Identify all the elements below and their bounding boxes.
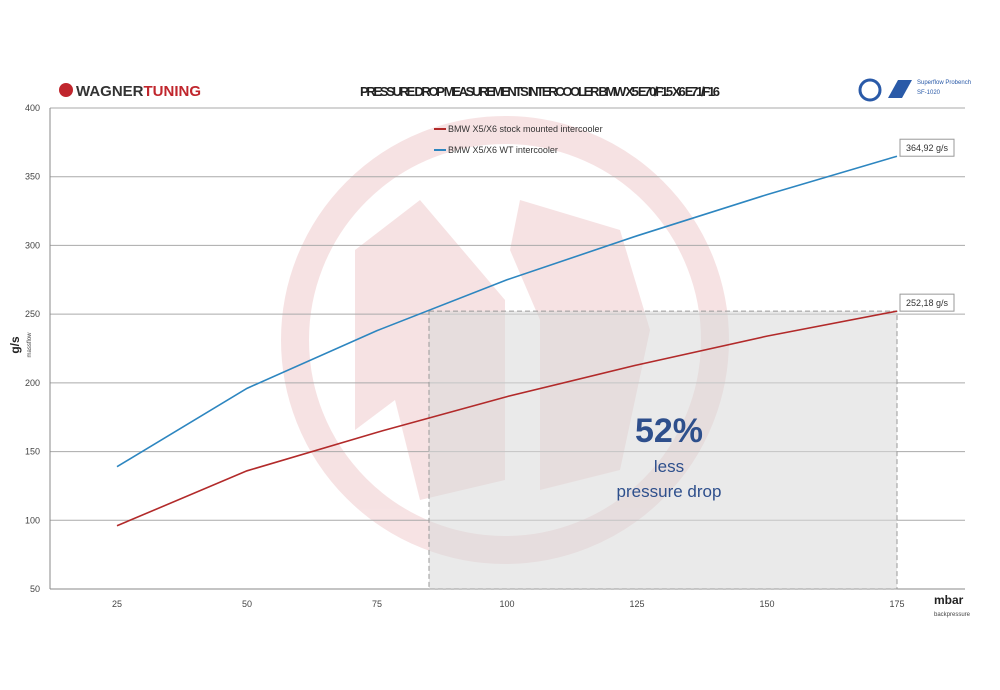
legend: BMW X5/X6 stock mounted intercooler BMW … bbox=[434, 124, 603, 155]
annotation-line2: pressure drop bbox=[617, 482, 722, 501]
brand-left: WAGNER bbox=[76, 83, 144, 100]
legend-label-wt: BMW X5/X6 WT intercooler bbox=[448, 145, 558, 155]
highlight-box bbox=[428, 310, 898, 590]
x-tick-label: 175 bbox=[889, 599, 904, 609]
x-tick-label: 100 bbox=[499, 599, 514, 609]
x-tick-label: 25 bbox=[112, 599, 122, 609]
y-tick-label: 100 bbox=[25, 515, 40, 525]
y-axis-label: g/s bbox=[8, 336, 22, 354]
superflow-logo-icon bbox=[888, 80, 912, 98]
x-tick-label: 150 bbox=[759, 599, 774, 609]
x-axis-label: mbar bbox=[934, 593, 964, 607]
legend-label-stock: BMW X5/X6 stock mounted intercooler bbox=[448, 124, 603, 134]
series-line-1 bbox=[116, 155, 898, 468]
y-axis-sublabel: massflow bbox=[27, 332, 33, 358]
y-tick-label: 50 bbox=[30, 584, 40, 594]
annotation-line1: less bbox=[654, 457, 684, 476]
end-label-box bbox=[899, 138, 955, 157]
brand-logo-icon bbox=[59, 83, 73, 97]
header-logo: WAGNERTUNING bbox=[59, 83, 201, 100]
end-label: 364,92 g/s bbox=[906, 143, 949, 153]
logo-text-1: Superflow Probench bbox=[917, 80, 971, 86]
x-axis-sublabel: backpressure bbox=[934, 612, 971, 618]
y-tick-label: 300 bbox=[25, 240, 40, 250]
annotation-percent: 52% bbox=[635, 412, 703, 450]
x-tick-label: 125 bbox=[629, 599, 644, 609]
y-tick-label: 200 bbox=[25, 378, 40, 388]
brand-text: WAGNERTUNING bbox=[76, 83, 201, 100]
end-label-box bbox=[899, 293, 955, 312]
brand-right: TUNING bbox=[144, 83, 202, 100]
x-tick-label: 75 bbox=[372, 599, 382, 609]
kf-logo-icon bbox=[858, 78, 882, 102]
end-label: 252,18 g/s bbox=[906, 298, 949, 308]
y-tick-label: 400 bbox=[25, 103, 40, 113]
x-tick-label: 50 bbox=[242, 599, 252, 609]
y-tick-label: 150 bbox=[25, 447, 40, 457]
chart-title: PRESSURE DROP MEASUREMENTS INTERCOOLER B… bbox=[360, 84, 720, 99]
logo-text-2: SF-1020 bbox=[917, 90, 941, 96]
y-tick-label: 250 bbox=[25, 309, 40, 319]
series-line-0 bbox=[116, 310, 898, 527]
y-tick-label: 350 bbox=[25, 172, 40, 182]
